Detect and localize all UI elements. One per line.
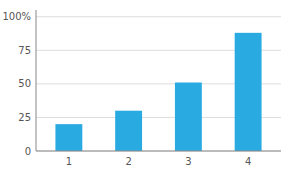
bars: [55, 33, 261, 151]
bar: [235, 33, 262, 151]
bar: [115, 111, 142, 151]
chart: 0 25 50 75 100% 1 2 3 4: [0, 0, 291, 173]
y-tick-label: 100%: [2, 11, 31, 22]
y-tick-label: 25: [18, 112, 31, 123]
x-tick-label: 4: [245, 156, 251, 167]
y-tick-label: 0: [25, 146, 31, 157]
y-tick-label: 50: [18, 78, 31, 89]
bar: [55, 124, 82, 151]
x-tick-label: 2: [125, 156, 131, 167]
grid-line: [36, 151, 281, 152]
x-tick-label: 3: [185, 156, 191, 167]
x-axis-line: [36, 151, 281, 152]
bar: [175, 83, 202, 151]
y-axis-line: [36, 10, 37, 151]
grid-line: [36, 16, 281, 17]
x-tick-label: 1: [66, 156, 72, 167]
y-tick-label: 75: [18, 45, 31, 56]
